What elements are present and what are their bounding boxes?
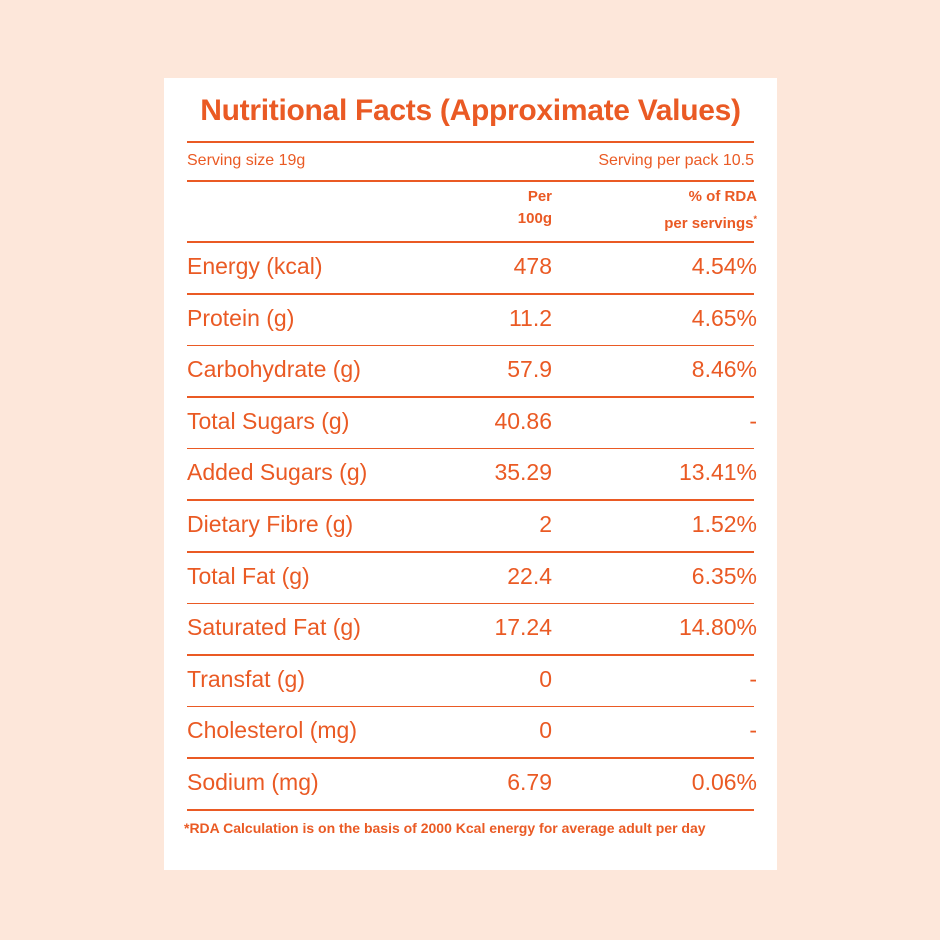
value-rda: - bbox=[749, 665, 757, 692]
nutrient-name: Transfat (g) bbox=[187, 665, 306, 692]
header-divider bbox=[187, 241, 754, 243]
table-row: Cholesterol (mg) 0 - bbox=[184, 707, 757, 759]
value-per-100g: 0 bbox=[539, 717, 552, 744]
value-per-100g: 2 bbox=[539, 510, 552, 537]
nutrient-rows: Energy (kcal) 478 4.54% Protein (g) 11.2 4.65… bbox=[184, 243, 757, 811]
value-rda: 4.54% bbox=[691, 253, 757, 279]
value-rda: - bbox=[749, 717, 757, 744]
table-row: Transfat (g) 0 - bbox=[184, 656, 757, 708]
row-divider bbox=[187, 551, 754, 553]
value-per-100g: 0 bbox=[539, 665, 552, 692]
value-rda: 0.06% bbox=[691, 768, 757, 795]
column-headers: Per 100g % of RDA per servings* bbox=[184, 186, 757, 240]
table-row: Saturated Fat (g) 17.24 14.80% bbox=[184, 604, 757, 656]
value-per-100g: 11.2 bbox=[508, 304, 552, 331]
row-divider bbox=[187, 344, 754, 347]
label-title: Nutritional Facts (Approximate Values) bbox=[200, 94, 741, 127]
value-rda: 8.46% bbox=[691, 356, 757, 383]
nutrient-name: Total Fat (g) bbox=[187, 562, 310, 589]
serving-info: Serving size 19g Serving per pack 10.5 bbox=[187, 152, 754, 170]
row-divider bbox=[187, 809, 754, 811]
value-per-100g: 17.24 bbox=[494, 614, 552, 641]
nutrient-name: Protein (g) bbox=[187, 304, 295, 331]
header-per-100g: Per 100g bbox=[517, 188, 552, 227]
row-divider bbox=[187, 447, 754, 450]
row-divider bbox=[187, 705, 754, 708]
nutrient-name: Dietary Fibre (g) bbox=[187, 510, 354, 537]
header-rda: % of RDA per servings* bbox=[664, 188, 757, 232]
table-row: Dietary Fibre (g) 2 1.52% bbox=[184, 501, 757, 553]
value-rda: 6.35% bbox=[691, 562, 757, 589]
row-divider bbox=[187, 396, 754, 398]
value-per-100g: 22.4 bbox=[507, 562, 552, 589]
value-per-100g: 57.9 bbox=[507, 356, 552, 383]
nutrient-name: Total Sugars (g) bbox=[187, 407, 350, 434]
table-row: Carbohydrate (g) 57.9 8.46% bbox=[184, 346, 757, 398]
table-row: Energy (kcal) 478 4.54% bbox=[184, 243, 757, 295]
nutrient-name: Added Sugars (g) bbox=[187, 459, 368, 486]
value-rda: 4.65% bbox=[691, 304, 757, 331]
row-divider bbox=[187, 654, 754, 656]
table-row: Sodium (mg) 6.79 0.06% bbox=[184, 759, 757, 811]
rda-asterisk: * bbox=[753, 214, 757, 224]
value-per-100g: 40.86 bbox=[494, 407, 552, 434]
value-per-100g: 478 bbox=[513, 253, 552, 279]
value-rda: 1.52% bbox=[691, 510, 757, 537]
table-row: Protein (g) 11.2 4.65% bbox=[184, 295, 757, 347]
nutrient-name: Carbohydrate (g) bbox=[187, 356, 361, 383]
row-divider bbox=[187, 499, 754, 501]
serving-per-pack: Serving per pack 10.5 bbox=[598, 152, 754, 169]
value-rda: 14.80% bbox=[678, 614, 757, 641]
footnote: *RDA Calculation is on the basis of 2000… bbox=[184, 820, 706, 836]
serving-size: Serving size 19g bbox=[187, 152, 306, 169]
nutrient-name: Saturated Fat (g) bbox=[187, 614, 361, 641]
row-divider bbox=[187, 757, 754, 759]
table-row: Total Sugars (g) 40.86 - bbox=[184, 398, 757, 450]
table-row: Total Fat (g) 22.4 6.35% bbox=[184, 553, 757, 605]
title-divider bbox=[187, 141, 754, 143]
value-per-100g: 35.29 bbox=[494, 459, 552, 486]
value-per-100g: 6.79 bbox=[507, 768, 552, 795]
nutrient-name: Energy (kcal) bbox=[187, 253, 323, 279]
serving-divider bbox=[187, 180, 754, 182]
row-divider bbox=[187, 602, 754, 605]
value-rda: - bbox=[749, 407, 757, 434]
table-row: Added Sugars (g) 35.29 13.41% bbox=[184, 449, 757, 501]
nutrient-name: Cholesterol (mg) bbox=[187, 717, 357, 744]
value-rda: 13.41% bbox=[678, 459, 757, 486]
nutrition-label: Nutritional Facts (Approximate Values) S… bbox=[164, 78, 777, 870]
row-divider bbox=[187, 293, 754, 295]
nutrient-name: Sodium (mg) bbox=[187, 768, 319, 795]
